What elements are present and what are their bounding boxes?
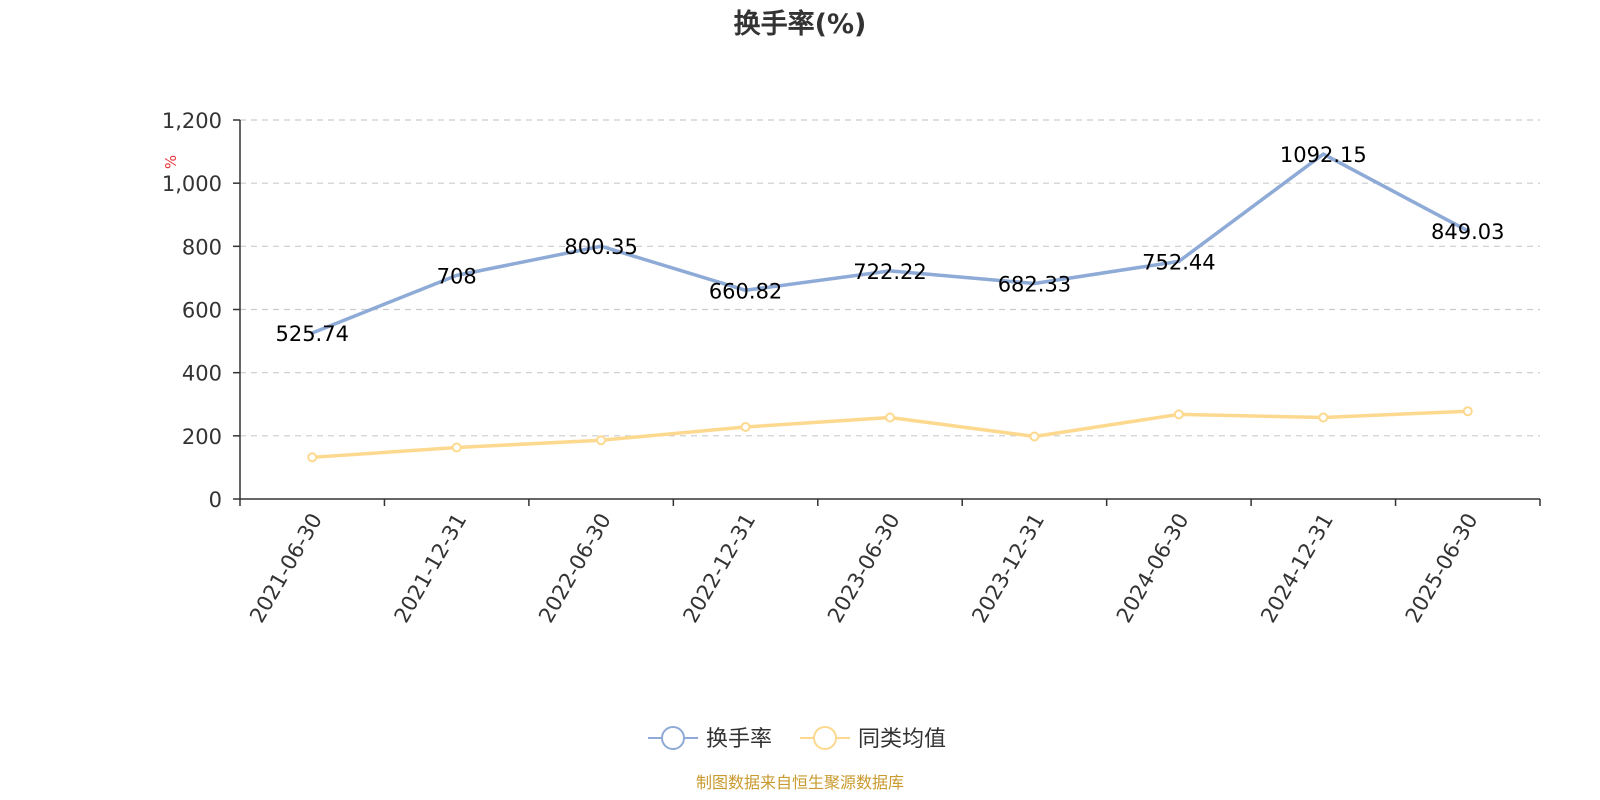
y-tick-label: 0 — [209, 488, 222, 512]
series-point — [885, 412, 895, 423]
legend: 换手率 同类均值 — [648, 726, 946, 752]
series-point — [1462, 406, 1473, 417]
data-label: 752.44 — [1142, 250, 1215, 274]
y-tick-label: 200 — [182, 425, 222, 449]
series-line-0 — [310, 152, 1470, 335]
data-label: 800.35 — [564, 235, 637, 259]
data-label: 849.03 — [1431, 220, 1504, 244]
legend-marker — [813, 726, 837, 750]
y-tick-label: 800 — [182, 235, 222, 259]
series-point — [451, 442, 462, 453]
y-tick-label: 1,200 — [162, 109, 222, 133]
data-label: 722.22 — [853, 260, 926, 284]
series-point — [307, 452, 318, 463]
series-point — [1318, 412, 1329, 423]
grid-lines — [233, 119, 1540, 500]
data-label: 708 — [437, 264, 477, 288]
series-point — [1029, 431, 1040, 442]
data-label: 682.33 — [998, 272, 1071, 296]
source-note: 制图数据来自恒生聚源数据库 — [696, 773, 904, 792]
data-label: 1092.15 — [1280, 143, 1367, 167]
y-tick-label: 400 — [182, 362, 222, 386]
chart-title: 换手率(%) — [734, 8, 867, 40]
axes — [239, 120, 1541, 506]
legend-item-1[interactable]: 同类均值 — [800, 726, 946, 752]
x-tick-labels: 2021-06-30 2021-12-31 2022-06-30 2022-12-31… — [245, 509, 1482, 627]
x-tick-label: 2022-06-30 — [534, 509, 616, 627]
x-tick-label: 2024-06-30 — [1112, 509, 1194, 627]
data-label: 660.82 — [709, 279, 782, 303]
legend-label: 换手率 — [706, 727, 772, 752]
x-tick-label: 2023-12-31 — [967, 509, 1049, 627]
x-tick-label: 2025-06-30 — [1401, 509, 1483, 627]
legend-marker — [661, 726, 685, 750]
x-tick-label: 2023-06-30 — [823, 509, 905, 627]
y-axis-unit: % — [162, 155, 180, 169]
legend-label: 同类均值 — [858, 727, 946, 752]
x-tick-label: 2021-12-31 — [390, 509, 472, 627]
data-label: 525.74 — [275, 322, 348, 346]
y-tick-label: 600 — [182, 299, 222, 323]
series-point — [1173, 409, 1184, 420]
y-tick-labels: 0 200 400 600 800 1,000 1,200 — [162, 109, 222, 512]
legend-item-0[interactable]: 换手率 — [648, 726, 772, 752]
series-point — [740, 421, 751, 432]
x-tick-label: 2021-06-30 — [245, 509, 327, 627]
series-point — [596, 435, 607, 446]
series-group — [307, 152, 1473, 463]
x-tick-label: 2022-12-31 — [678, 509, 760, 627]
y-tick-label: 1,000 — [162, 172, 222, 196]
data-labels: 525.74 708 800.35 660.82 722.22 682.33 752.44 1… — [275, 143, 1504, 346]
x-tick-label: 2024-12-31 — [1256, 509, 1338, 627]
